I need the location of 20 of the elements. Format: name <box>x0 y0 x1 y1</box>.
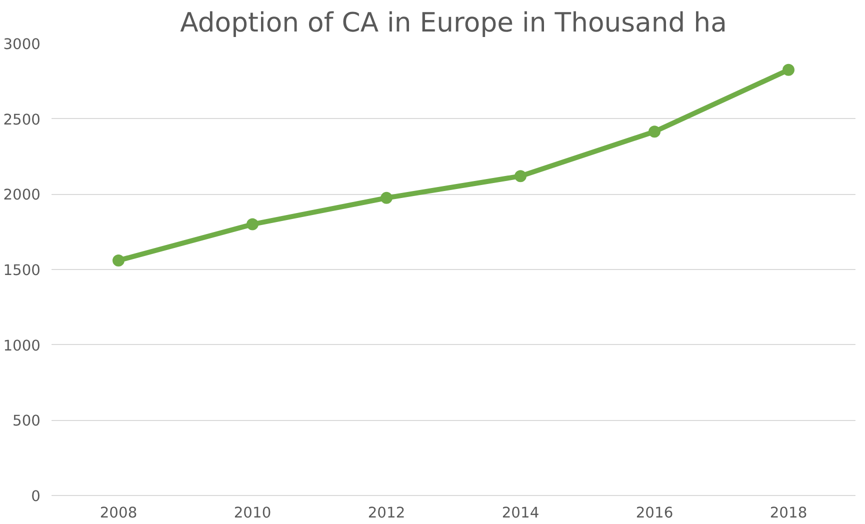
y-tick-label: 3000 <box>3 36 41 53</box>
x-tick-label: 2012 <box>368 504 406 522</box>
x-tick-label: 2008 <box>100 504 138 522</box>
y-tick-label: 2500 <box>3 111 41 128</box>
x-tick-label: 2010 <box>234 504 272 522</box>
y-tick-label: 0 <box>31 488 41 505</box>
y-tick-label: 2000 <box>3 186 41 204</box>
point <box>246 218 258 230</box>
point <box>380 192 392 204</box>
point <box>514 170 526 182</box>
chart-title: Adoption of CA in Europe in Thousand ha <box>180 8 727 38</box>
point <box>648 126 660 138</box>
y-tick-label: 1000 <box>3 337 41 354</box>
point <box>112 254 124 266</box>
y-tick-label: 1500 <box>3 262 41 279</box>
point <box>782 64 794 76</box>
y-tick-label: 500 <box>12 412 41 430</box>
x-tick-label: 2018 <box>770 504 808 522</box>
x-tick-label: 2016 <box>636 504 674 522</box>
x-tick-label: 2014 <box>502 504 540 522</box>
